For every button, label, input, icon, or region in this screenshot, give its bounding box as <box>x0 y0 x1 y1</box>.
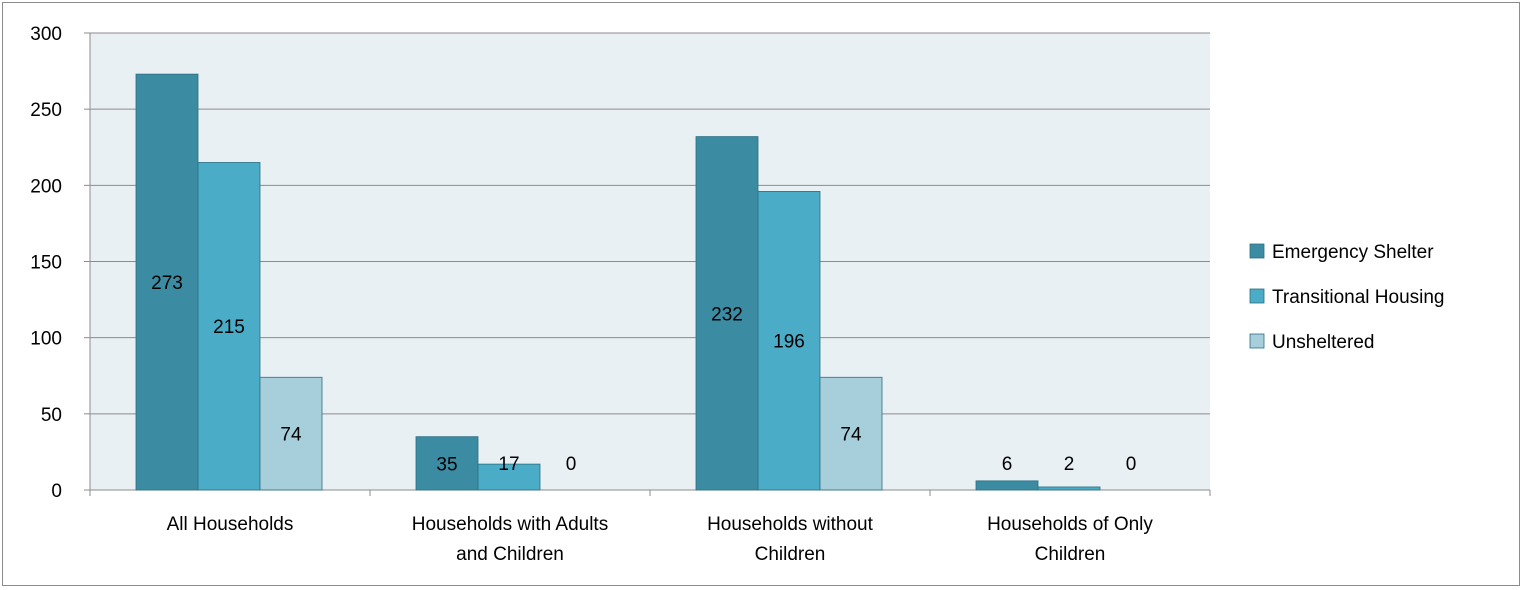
bar <box>819 376 883 491</box>
data-label: 17 <box>498 454 519 475</box>
x-tick-label: Children <box>755 544 826 565</box>
y-tick-label: 100 <box>30 329 62 350</box>
data-label: 0 <box>1126 454 1137 475</box>
legend-label: Unsheltered <box>1272 332 1374 353</box>
legend-label: Emergency Shelter <box>1272 242 1434 263</box>
data-label: 6 <box>1002 454 1013 475</box>
data-label: 2 <box>1064 454 1075 475</box>
x-tick-label: Households of Only <box>987 514 1153 535</box>
y-tick-label: 250 <box>30 100 62 121</box>
bar <box>695 136 759 491</box>
x-tick-label: and Children <box>456 544 564 565</box>
data-label: 0 <box>566 454 577 475</box>
x-tick-label: Households without <box>707 514 874 535</box>
bar <box>415 436 479 491</box>
bar <box>975 480 1039 491</box>
y-tick-label: 200 <box>30 176 62 197</box>
data-label: 196 <box>773 332 805 353</box>
data-label: 74 <box>280 425 302 446</box>
y-tick-label: 300 <box>30 24 62 45</box>
y-tick-label: 150 <box>30 253 62 274</box>
bar <box>197 162 261 491</box>
legend-swatch <box>1249 333 1265 349</box>
data-label: 232 <box>711 304 743 325</box>
x-tick-label: Households with Adults <box>412 514 608 535</box>
legend: Emergency Shelter Transitional Housing Uns… <box>1249 242 1445 353</box>
x-tick-label: Children <box>1035 544 1106 565</box>
x-tick-label: All Households <box>167 514 294 535</box>
legend-label: Transitional Housing <box>1272 287 1445 308</box>
y-tick-label: 0 <box>51 481 62 502</box>
bar <box>1037 486 1101 491</box>
legend-swatch <box>1249 243 1265 259</box>
data-label: 74 <box>840 425 862 446</box>
bar <box>757 191 821 491</box>
legend-swatch <box>1249 288 1265 304</box>
y-tick-label: 50 <box>41 405 62 426</box>
bar <box>477 463 541 491</box>
data-label: 215 <box>213 317 245 338</box>
bar <box>259 376 323 491</box>
data-label: 35 <box>436 454 457 475</box>
bar <box>135 73 199 491</box>
data-label: 273 <box>151 273 183 294</box>
